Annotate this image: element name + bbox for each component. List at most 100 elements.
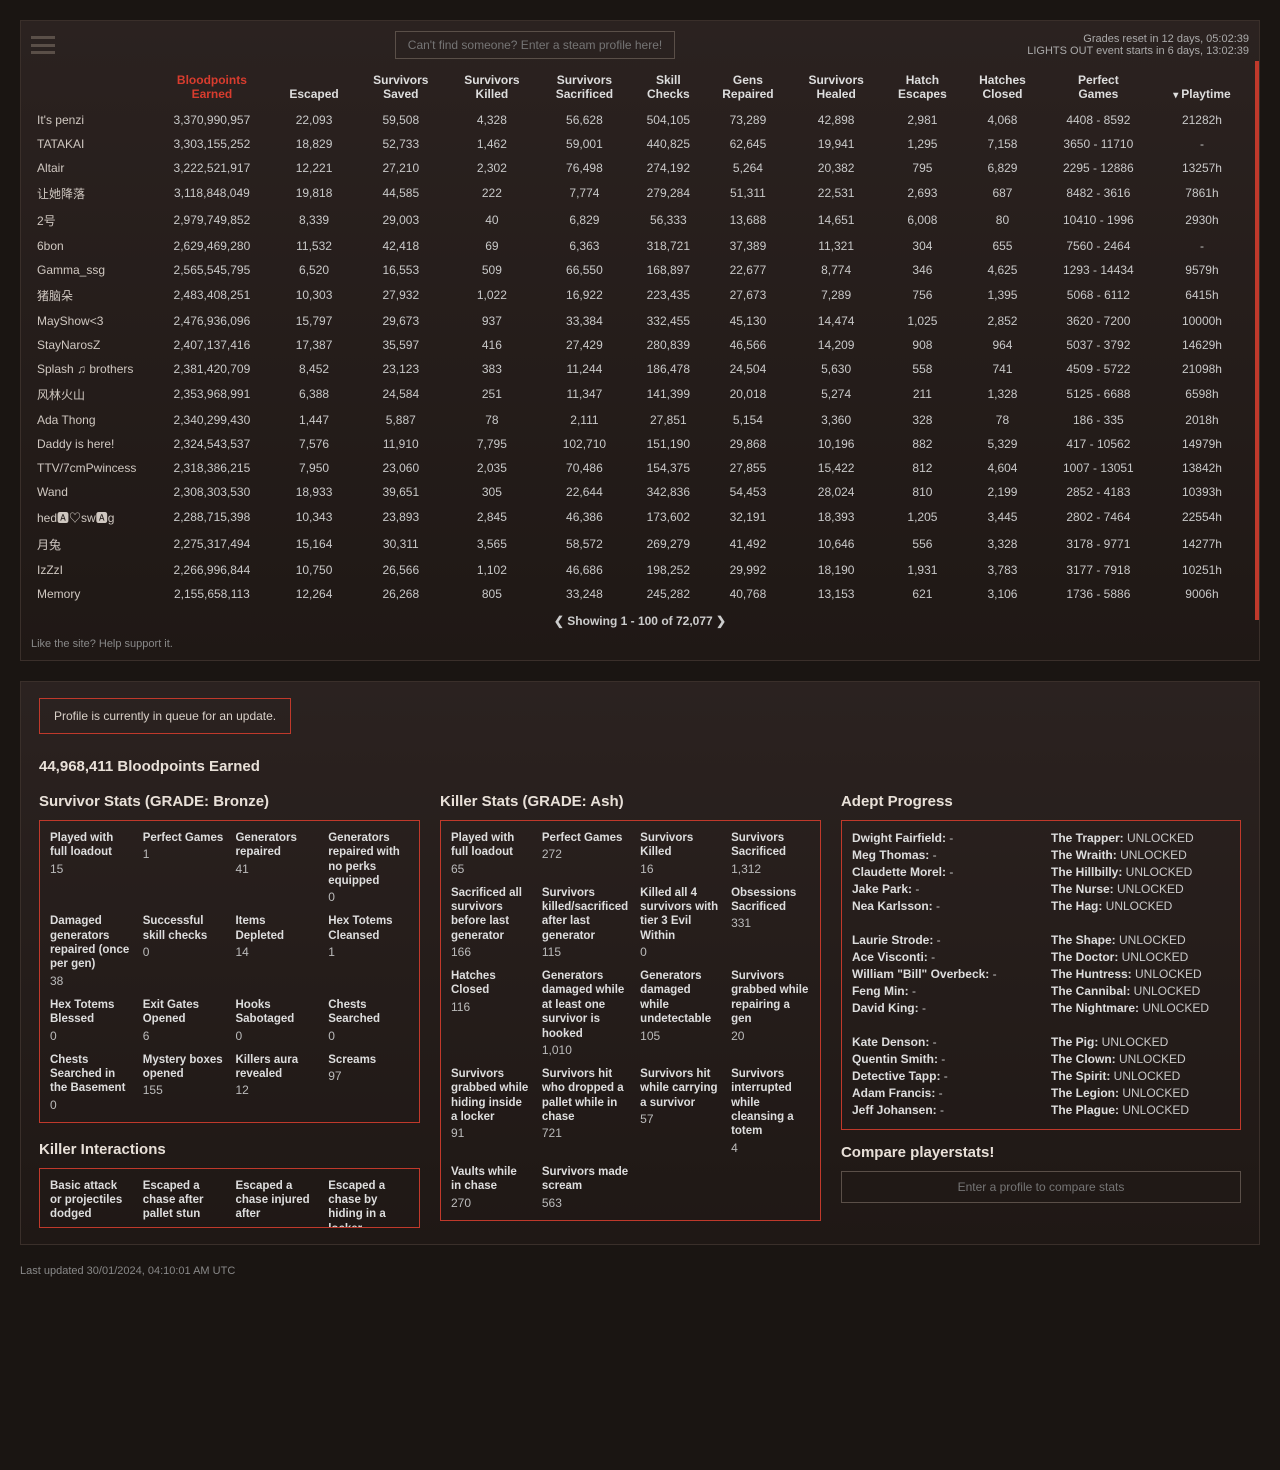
table-row[interactable]: TTV/7cmPwincess 2,318,386,2157,95023,060…: [31, 456, 1249, 480]
col-escaped[interactable]: Escaped: [273, 67, 355, 108]
table-row[interactable]: hed🅰♡sw🅰g 2,288,715,39810,34323,8932,845…: [31, 504, 1249, 531]
last-updated: Last updated 30/01/2024, 04:10:01 AM UTC: [20, 1265, 1260, 1277]
killer-stats-grid: Played with full loadout65Perfect Games2…: [440, 820, 821, 1221]
compare-input[interactable]: [841, 1171, 1241, 1203]
adept-line: The Clown: UNLOCKED: [1051, 1052, 1230, 1066]
support-link[interactable]: Like the site? Help support it.: [31, 638, 1249, 650]
player-name[interactable]: Splash ♫ brothers: [31, 357, 151, 381]
player-name[interactable]: 猪脑朵: [31, 282, 151, 309]
adept-line: [1051, 916, 1230, 930]
table-row[interactable]: Altair 3,222,521,91712,22127,2102,30276,…: [31, 156, 1249, 180]
adept-line: The Nurse: UNLOCKED: [1051, 882, 1230, 896]
player-name[interactable]: IzZzI: [31, 558, 151, 582]
player-name[interactable]: Gamma_ssg: [31, 258, 151, 282]
adept-line: [1051, 1120, 1230, 1130]
killer-interactions-title: Killer Interactions: [39, 1141, 420, 1158]
pager[interactable]: ❮ Showing 1 - 100 of 72,077 ❯: [31, 614, 1249, 628]
table-row[interactable]: 猪脑朵 2,483,408,25110,30327,9321,02216,922…: [31, 282, 1249, 309]
survivor-stats-title: Survivor Stats (GRADE: Bronze): [39, 793, 420, 810]
player-name[interactable]: Altair: [31, 156, 151, 180]
stat-item: Escaped a chase by hiding in a locker: [328, 1179, 409, 1228]
timers: Grades reset in 12 days, 05:02:39 LIGHTS…: [1027, 33, 1249, 57]
leaderboard-table: BloodpointsEarnedEscapedSurvivorsSavedSu…: [31, 67, 1249, 606]
col-gens-repaired[interactable]: GensRepaired: [705, 67, 790, 108]
col-skill-checks[interactable]: SkillChecks: [631, 67, 705, 108]
stat-item: Hex Totems Cleansed1: [328, 914, 409, 988]
col-bloodpoints-earned[interactable]: BloodpointsEarned: [151, 67, 273, 108]
adept-line: The Nightmare: UNLOCKED: [1051, 1001, 1230, 1015]
table-row[interactable]: Wand 2,308,303,53018,93339,65130522,644 …: [31, 480, 1249, 504]
player-name[interactable]: 风林火山: [31, 381, 151, 408]
stat-item: Sacrificed all survivors before last gen…: [451, 886, 530, 960]
player-name[interactable]: Daddy is here!: [31, 432, 151, 456]
col-survivors-saved[interactable]: SurvivorsSaved: [355, 67, 446, 108]
col-perfect-games[interactable]: PerfectGames: [1042, 67, 1155, 108]
adept-line: The Hillbilly: UNLOCKED: [1051, 865, 1230, 879]
player-name[interactable]: 2号: [31, 207, 151, 234]
player-name[interactable]: MayShow<3: [31, 309, 151, 333]
col-survivors-healed[interactable]: SurvivorsHealed: [791, 67, 882, 108]
search-input[interactable]: [395, 31, 675, 59]
stat-item: Survivors Killed16: [640, 831, 719, 876]
player-name[interactable]: Wand: [31, 480, 151, 504]
player-name[interactable]: It's penzi: [31, 108, 151, 132]
col-playtime[interactable]: Playtime: [1155, 67, 1249, 108]
player-name[interactable]: Ada Thong: [31, 408, 151, 432]
menu-icon[interactable]: [31, 36, 55, 54]
player-name[interactable]: 让她降落: [31, 180, 151, 207]
stat-item: Generators repaired with no perks equipp…: [328, 831, 409, 905]
table-row[interactable]: IzZzI 2,266,996,84410,75026,5661,10246,6…: [31, 558, 1249, 582]
col-hatch-escapes[interactable]: HatchEscapes: [882, 67, 964, 108]
table-row[interactable]: 月兔 2,275,317,49415,16430,3113,56558,572 …: [31, 531, 1249, 558]
stat-item: Survivors killed/sacrificed after last g…: [542, 886, 628, 960]
stat-item: Survivors grabbed while hiding inside a …: [451, 1067, 530, 1155]
table-row[interactable]: 2号 2,979,749,8528,33929,003406,829 56,33…: [31, 207, 1249, 234]
table-row[interactable]: MayShow<3 2,476,936,09615,79729,67393733…: [31, 309, 1249, 333]
table-row[interactable]: 风林火山 2,353,968,9916,38824,58425111,347 1…: [31, 381, 1249, 408]
bp-earned: 44,968,411 Bloodpoints Earned: [39, 758, 1241, 775]
adept-line: The Cannibal: UNLOCKED: [1051, 984, 1230, 998]
adept-line: Claudette Morel: -: [852, 865, 1031, 879]
player-name[interactable]: StayNarosZ: [31, 333, 151, 357]
table-row[interactable]: 让她降落 3,118,848,04919,81844,5852227,774 2…: [31, 180, 1249, 207]
player-name[interactable]: 6bon: [31, 234, 151, 258]
col-survivors-killed[interactable]: SurvivorsKilled: [446, 67, 537, 108]
table-row[interactable]: Ada Thong 2,340,299,4301,4475,887782,111…: [31, 408, 1249, 432]
adept-box: Dwight Fairfield: -Meg Thomas: -Claudett…: [841, 820, 1241, 1130]
survivor-stats-grid: Played with full loadout15Perfect Games1…: [39, 820, 420, 1123]
col-survivors-sacrificed[interactable]: SurvivorsSacrificed: [537, 67, 631, 108]
stat-item: Exit Gates Opened6: [143, 998, 224, 1043]
table-row[interactable]: TATAKAI 3,303,155,25218,82952,7331,46259…: [31, 132, 1249, 156]
adept-line: Nea Karlsson: -: [852, 899, 1031, 913]
stat-item: Escaped a chase after pallet stun: [143, 1179, 224, 1228]
stat-item: Chests Searched in the Basement0: [50, 1053, 131, 1112]
table-row[interactable]: StayNarosZ 2,407,137,41617,38735,5974162…: [31, 333, 1249, 357]
stat-item: Hooks Sabotaged0: [235, 998, 316, 1043]
adept-line: Ace Visconti: -: [852, 950, 1031, 964]
table-row[interactable]: Gamma_ssg 2,565,545,7956,52016,55350966,…: [31, 258, 1249, 282]
player-name[interactable]: TTV/7cmPwincess: [31, 456, 151, 480]
adept-line: Detective Tapp: -: [852, 1069, 1031, 1083]
event-timer: LIGHTS OUT event starts in 6 days, 13:02…: [1027, 45, 1249, 57]
player-name[interactable]: Memory: [31, 582, 151, 606]
table-row[interactable]: Daddy is here! 2,324,543,5377,57611,9107…: [31, 432, 1249, 456]
adept-line: [1051, 1018, 1230, 1032]
table-row[interactable]: 6bon 2,629,469,28011,53242,418696,363 31…: [31, 234, 1249, 258]
table-row[interactable]: Memory 2,155,658,11312,26426,26880533,24…: [31, 582, 1249, 606]
col-hatches-closed[interactable]: HatchesClosed: [963, 67, 1042, 108]
stat-item: Perfect Games1: [143, 831, 224, 905]
queue-notice: Profile is currently in queue for an upd…: [39, 698, 291, 734]
stat-item: Mystery boxes opened155: [143, 1053, 224, 1112]
stat-item: Damaged generators repaired (once per ge…: [50, 914, 131, 988]
adept-line: [852, 1120, 1031, 1130]
table-row[interactable]: Splash ♫ brothers 2,381,420,7098,45223,1…: [31, 357, 1249, 381]
adept-line: Kate Denson: -: [852, 1035, 1031, 1049]
stat-item: Survivors interrupted while cleansing a …: [731, 1067, 810, 1155]
player-name[interactable]: 月兔: [31, 531, 151, 558]
stat-item: Killers aura revealed12: [235, 1053, 316, 1112]
player-name[interactable]: hed🅰♡sw🅰g: [31, 504, 151, 531]
table-row[interactable]: It's penzi 3,370,990,95722,09359,5084,32…: [31, 108, 1249, 132]
adept-line: David King: -: [852, 1001, 1031, 1015]
stat-item: Played with full loadout15: [50, 831, 131, 905]
player-name[interactable]: TATAKAI: [31, 132, 151, 156]
